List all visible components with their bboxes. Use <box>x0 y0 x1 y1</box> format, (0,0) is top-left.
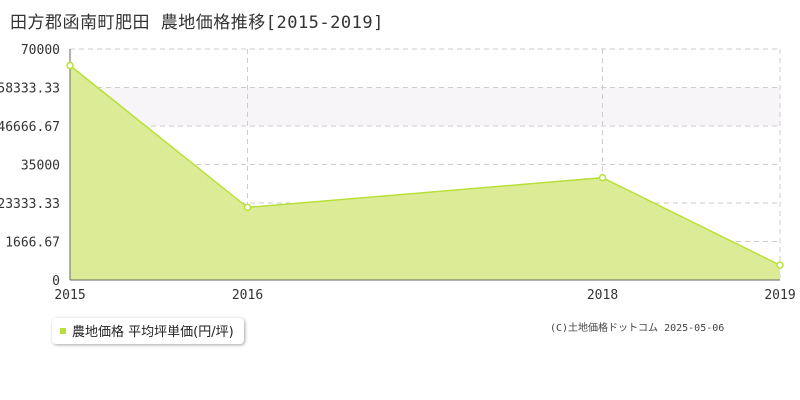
x-tick-label: 2019 <box>764 288 795 303</box>
legend-label: 農地価格 平均坪単価(円/坪) <box>72 325 234 340</box>
data-point <box>776 261 784 269</box>
data-point <box>243 203 252 212</box>
y-tick-label: 58333.33 <box>0 82 60 97</box>
data-point <box>66 61 74 70</box>
y-tick-label: 70000 <box>21 43 60 58</box>
chart-title: 田方郡函南町肥田 農地価格推移[2015-2019] <box>10 13 384 33</box>
y-tick-label: 0 <box>52 274 60 289</box>
y-tick-label: 35000 <box>21 159 60 174</box>
grid-band <box>70 87 780 126</box>
series-area <box>70 65 780 280</box>
legend: 農地価格 平均坪単価(円/坪) <box>52 318 244 344</box>
data-point <box>598 173 607 182</box>
x-tick-label: 2016 <box>232 288 263 303</box>
series-line <box>69 64 781 266</box>
x-tick-label: 2015 <box>54 288 85 303</box>
y-tick-label: 1666.67 <box>5 236 60 251</box>
legend-swatch-icon <box>60 327 66 334</box>
x-tick-label: 2018 <box>587 288 618 303</box>
copyright-credit: (C)土地価格ドットコム 2025-05-06 <box>550 323 725 334</box>
y-tick-label: 23333.33 <box>0 197 60 212</box>
y-tick-label: 46666.67 <box>0 120 60 135</box>
